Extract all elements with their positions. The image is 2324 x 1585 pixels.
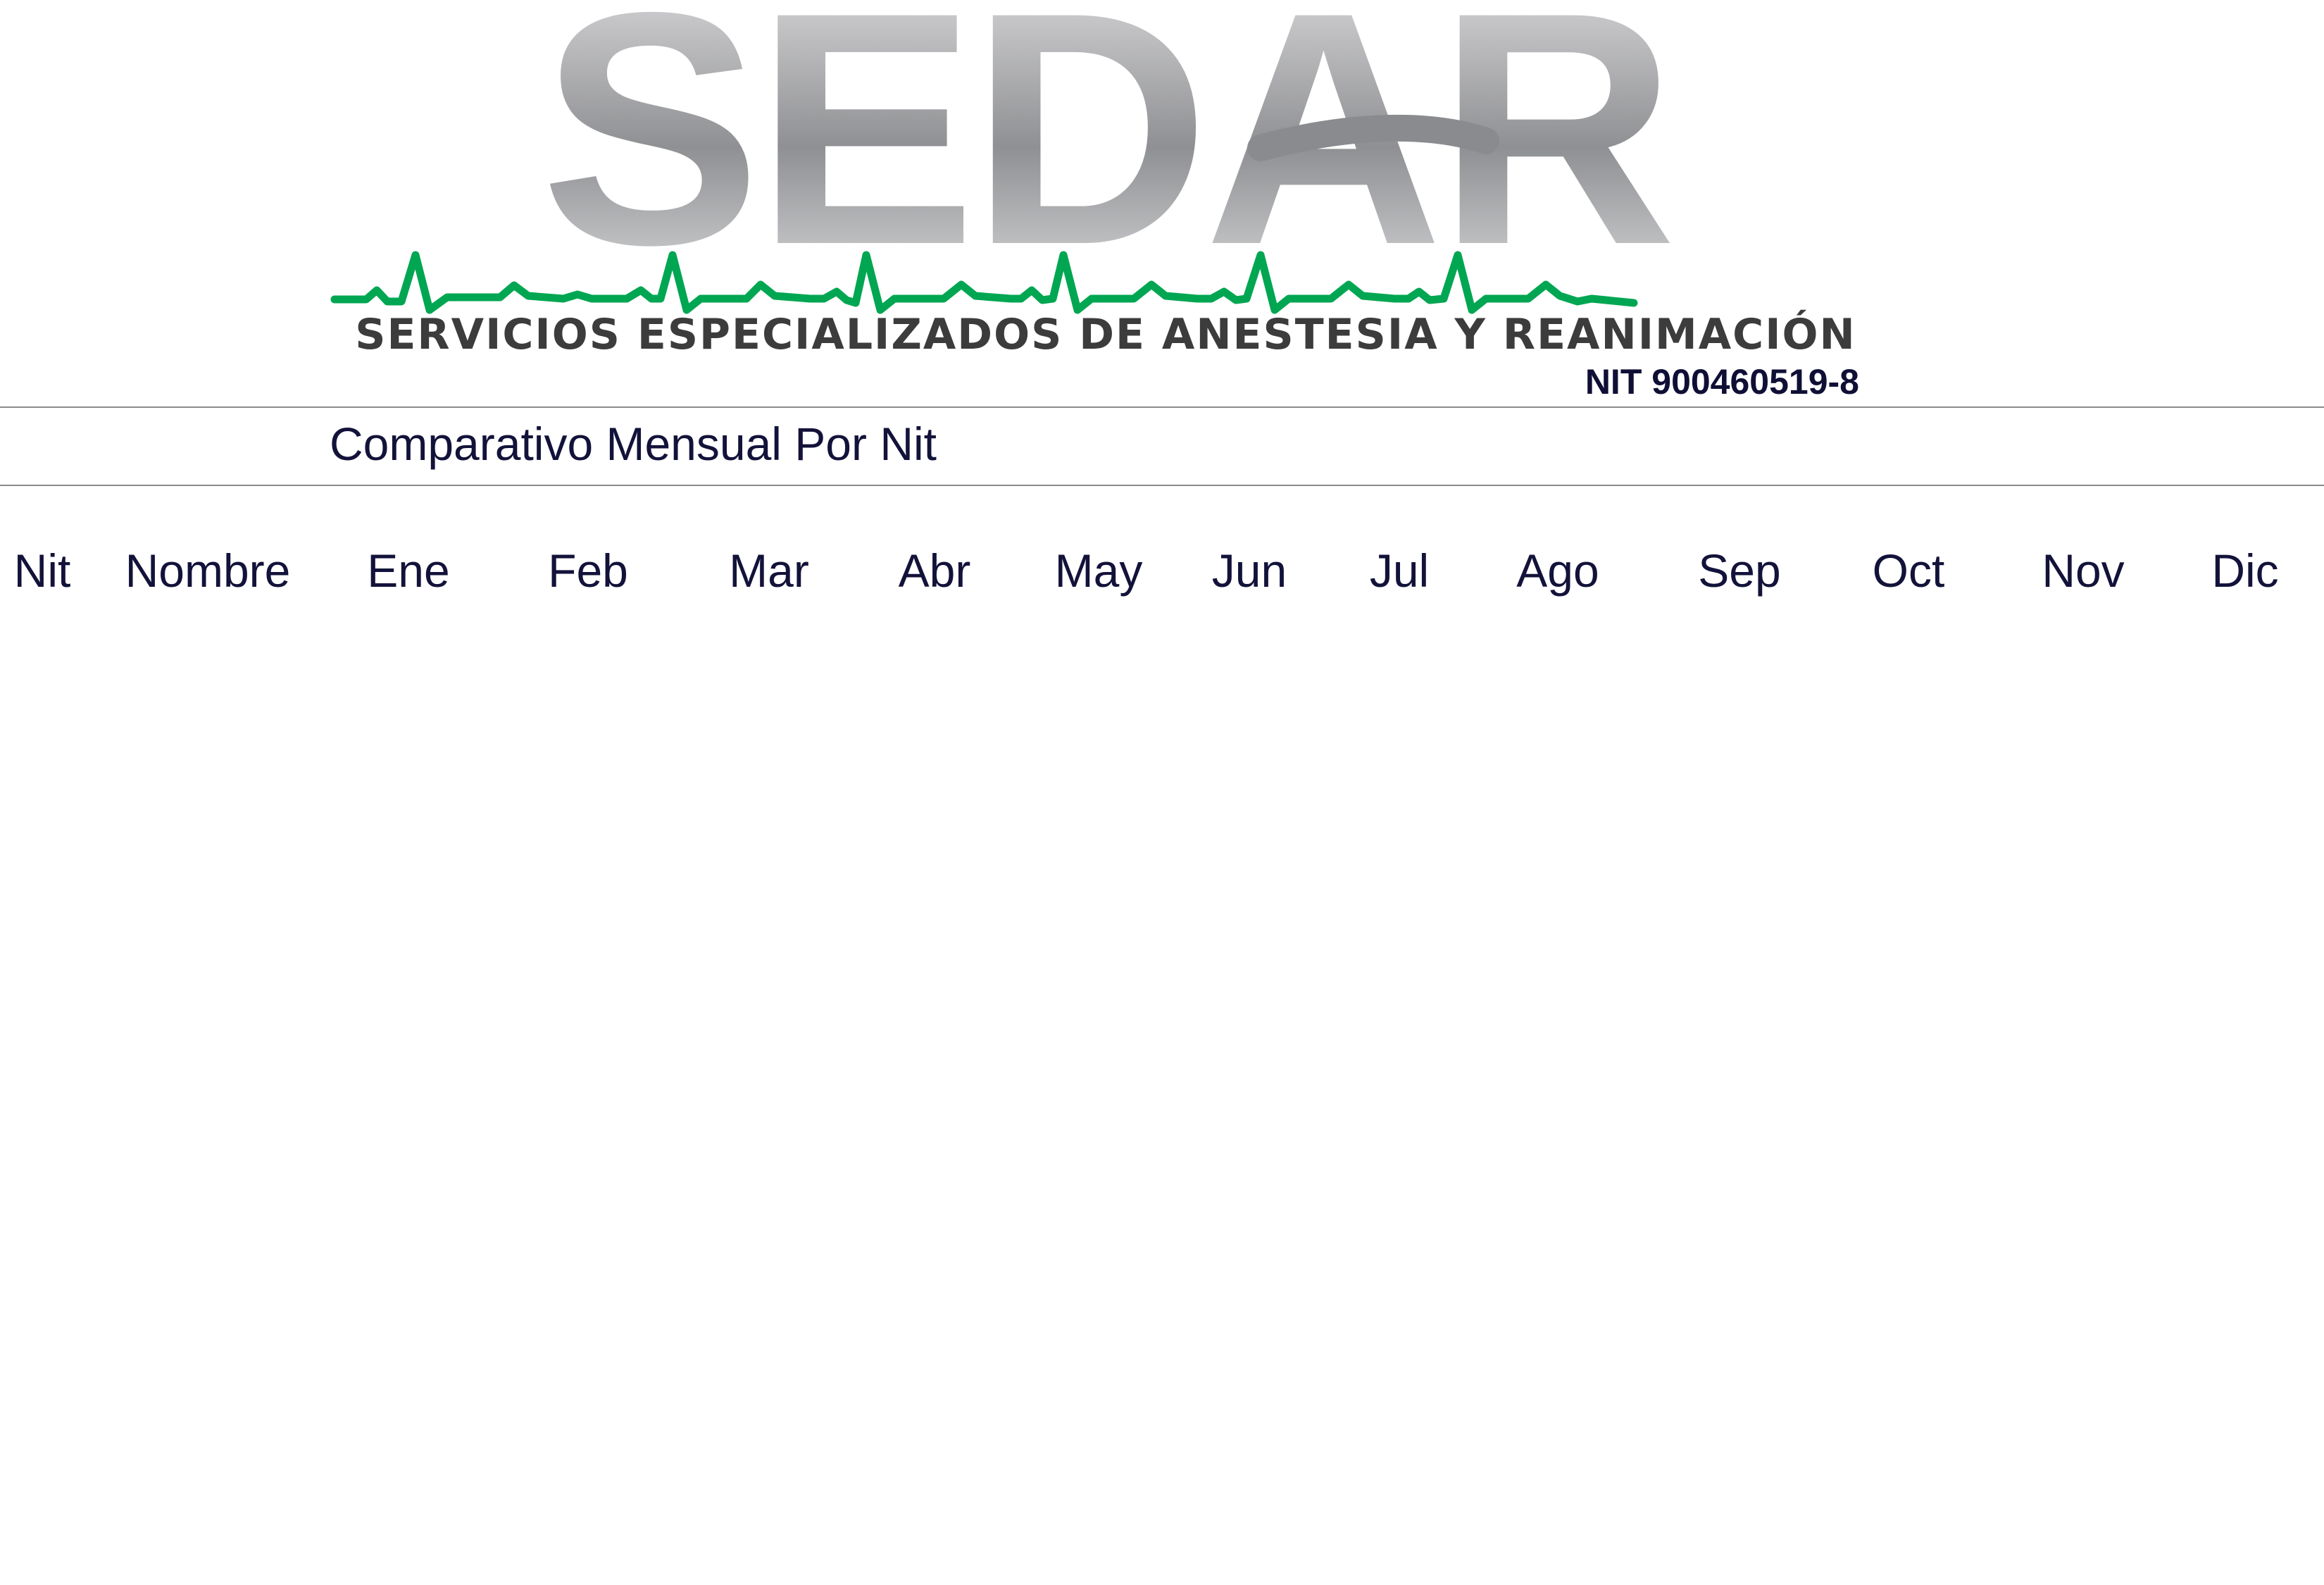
company-logo: SEDAR SERVICIOS ESPECIALIZADOS DE ANESTE… <box>324 0 1930 366</box>
report-title: Comparativo Mensual Por Nit <box>330 418 937 470</box>
header-divider-top <box>0 406 2324 408</box>
column-header-jul: Jul <box>1369 545 1430 597</box>
column-header-mar: Mar <box>729 545 809 597</box>
column-header-nov: Nov <box>2042 545 2125 597</box>
column-header-sep: Sep <box>1698 545 1781 597</box>
column-header-nombre: Nombre <box>125 545 291 597</box>
column-header-nit: Nit <box>13 545 71 597</box>
logo-tagline: SERVICIOS ESPECIALIZADOS DE ANESTESIA Y … <box>355 309 1856 359</box>
column-header-abr: Abr <box>898 545 971 597</box>
column-header-may: May <box>1054 545 1143 597</box>
logo-wordmark: SEDAR <box>540 0 1670 313</box>
logo-a-crossbar <box>1247 114 1499 161</box>
column-header-dic: Dic <box>2211 545 2279 597</box>
column-header-ago: Ago <box>1516 545 1599 597</box>
column-header-jun: Jun <box>1211 545 1287 597</box>
column-header-feb: Feb <box>548 545 628 597</box>
logo-pulse-line <box>330 251 1638 314</box>
header-divider-bottom <box>0 485 2324 486</box>
company-nit: NIT 900460519-8 <box>1585 362 1859 402</box>
column-header-oct: Oct <box>1872 545 1945 597</box>
column-header-ene: Ene <box>367 545 450 597</box>
sedar-logo-image: SEDAR SERVICIOS ESPECIALIZADOS DE ANESTE… <box>330 0 1856 359</box>
